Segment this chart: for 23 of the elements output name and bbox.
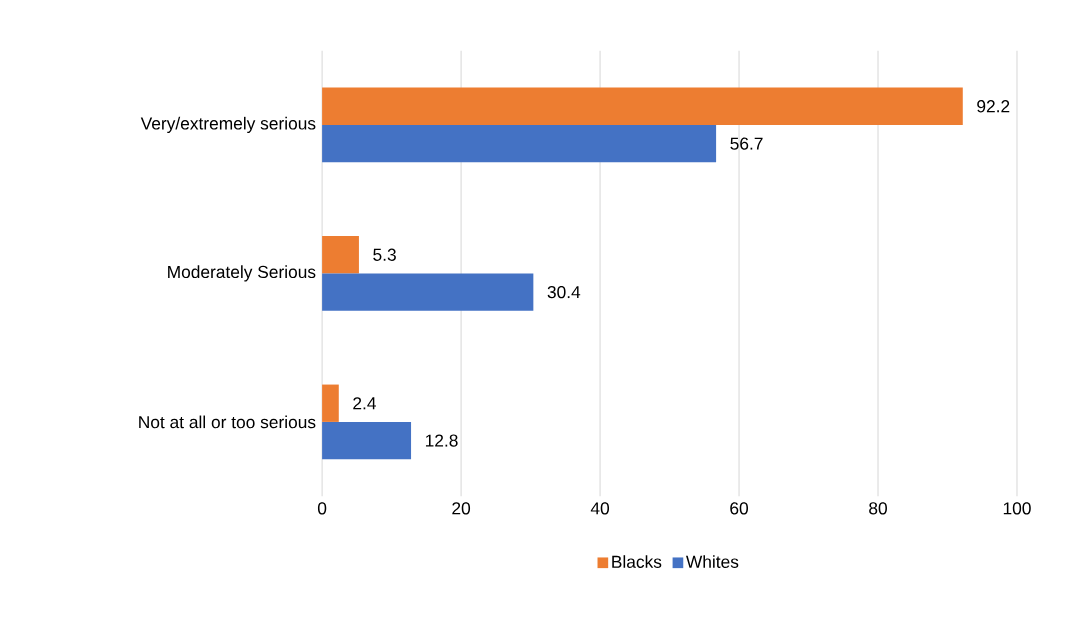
bar: [322, 125, 717, 163]
bar: [322, 422, 412, 460]
y-tick-label: Very/extremely serious: [140, 117, 316, 134]
x-tick-label: 100: [1003, 502, 1031, 515]
legend-label: Blacks: [612, 555, 662, 569]
bar: [322, 384, 339, 423]
data-label: 12.8: [425, 434, 458, 447]
data-label: 56.7: [730, 137, 763, 150]
x-tick-label: 20: [452, 502, 471, 515]
data-label: 92.2: [977, 100, 1010, 113]
bar: [322, 273, 534, 311]
x-tick-label: 40: [590, 502, 610, 515]
x-tick-label: 60: [730, 502, 749, 515]
data-label: 5.3: [373, 248, 396, 262]
legend-label: Whites: [686, 555, 739, 569]
bar: [322, 236, 359, 274]
bar: [322, 87, 963, 126]
x-tick-label: 80: [869, 502, 887, 515]
data-label: 30.4: [547, 286, 581, 299]
y-tick-label: Moderately Serious: [168, 265, 316, 282]
data-label: 2.4: [353, 397, 376, 410]
y-tick-label: Not at all or too serious: [139, 415, 316, 429]
x-tick-label: 0: [317, 502, 327, 515]
